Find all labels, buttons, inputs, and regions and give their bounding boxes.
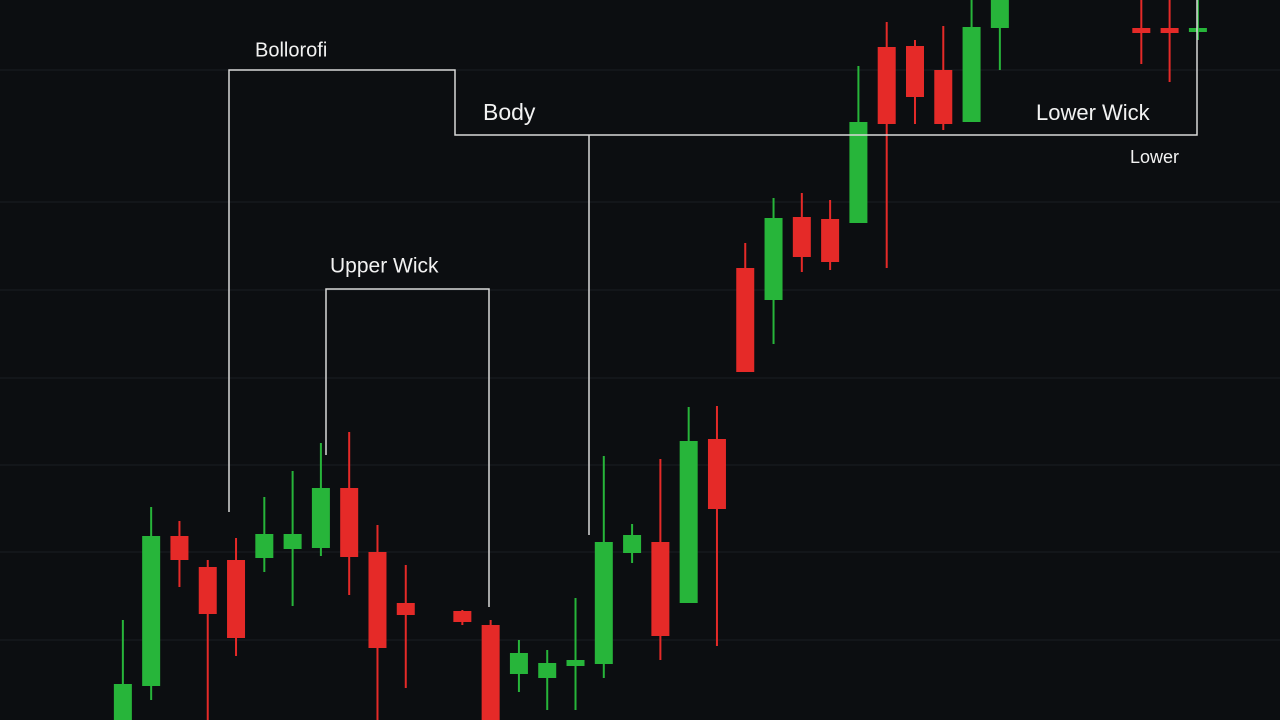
candle-body <box>877 47 896 124</box>
candle-body <box>453 611 472 622</box>
candle-body <box>538 663 557 678</box>
candle-body <box>849 122 868 223</box>
candle-body <box>198 567 217 614</box>
candle-body <box>566 660 585 666</box>
candle-body <box>283 534 302 549</box>
candle-body <box>311 488 330 548</box>
candles <box>113 0 1207 720</box>
candle-body <box>481 625 500 720</box>
candle-body <box>509 653 528 674</box>
candle-body <box>170 536 189 560</box>
annotation: Lower Wick <box>1036 100 1151 125</box>
candle-body <box>764 218 783 300</box>
candle-body <box>679 441 698 603</box>
candle-body <box>623 535 642 553</box>
candle-body <box>255 534 274 558</box>
annotation: Lower <box>1130 147 1179 167</box>
candle-body <box>934 70 953 124</box>
candle-body <box>707 439 726 509</box>
annotation: Upper Wick <box>330 255 439 278</box>
candle-body <box>396 603 415 615</box>
annotation: Bollorofi <box>255 39 327 61</box>
candle-body <box>594 542 613 664</box>
candle-body <box>792 217 811 257</box>
candle-body <box>736 268 755 372</box>
candle-body <box>1160 28 1179 33</box>
annotation-bracket <box>325 288 490 607</box>
candle-body <box>340 488 359 557</box>
candle-body <box>905 46 924 97</box>
candle-body <box>1132 28 1151 33</box>
annotation: Body <box>483 99 536 125</box>
candle-body <box>142 536 161 686</box>
candle-body <box>368 552 387 648</box>
candle-body <box>990 0 1009 28</box>
annotation-bracket <box>228 0 1198 512</box>
candle-body <box>821 219 840 262</box>
candle-body <box>651 542 670 636</box>
candle-body <box>113 684 132 720</box>
candle-body <box>1188 28 1207 32</box>
candle-body <box>962 27 981 122</box>
candle-body <box>227 560 246 638</box>
